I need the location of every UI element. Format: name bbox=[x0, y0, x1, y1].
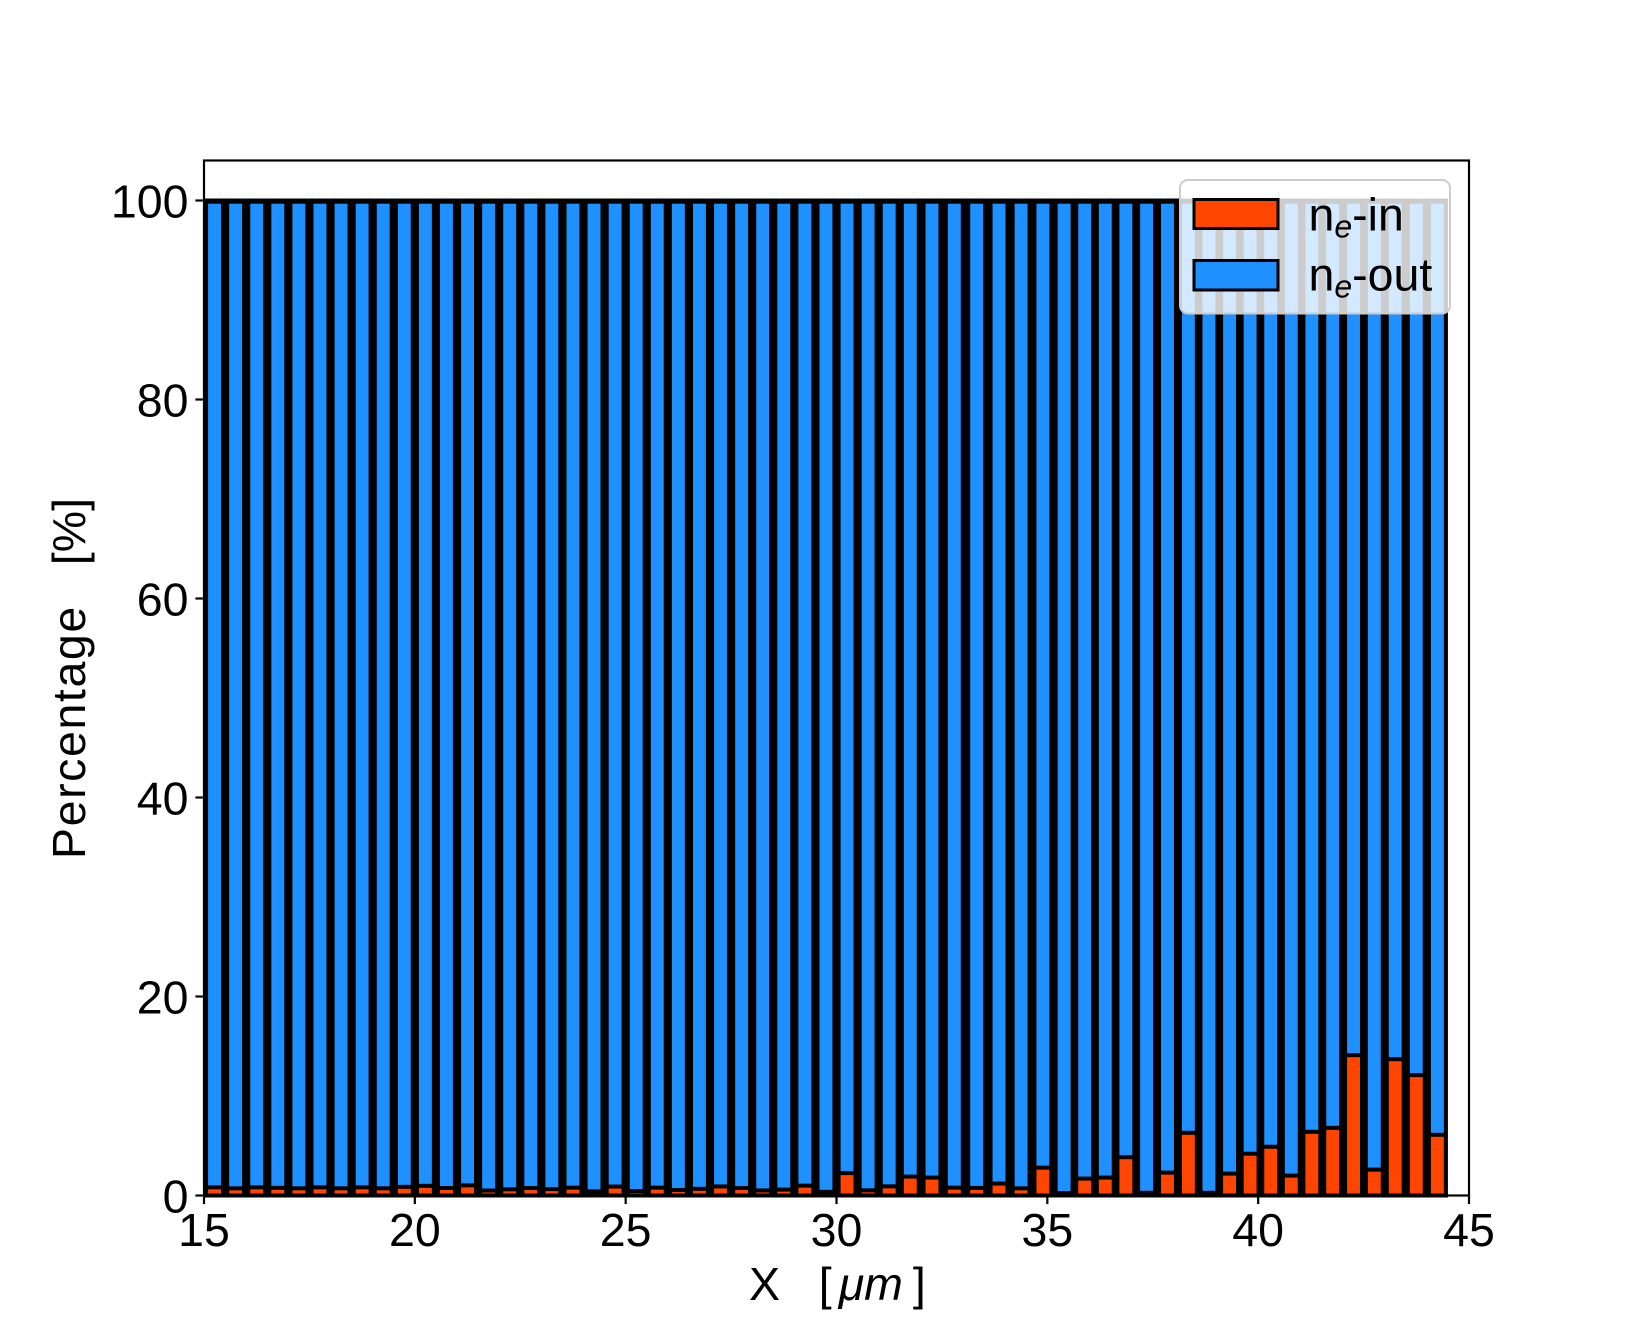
svg-text:0: 0 bbox=[163, 1171, 189, 1223]
svg-text:20: 20 bbox=[389, 1204, 441, 1256]
svg-text:45: 45 bbox=[1443, 1204, 1495, 1256]
svg-text:20: 20 bbox=[137, 972, 189, 1024]
svg-text:60: 60 bbox=[137, 574, 189, 626]
svg-text:ne-in: ne-in bbox=[1309, 189, 1404, 245]
svg-text:40: 40 bbox=[137, 773, 189, 825]
svg-text:ne-out: ne-out bbox=[1309, 249, 1433, 305]
svg-text:Percentage[%]: Percentage[%] bbox=[43, 498, 95, 859]
svg-text:30: 30 bbox=[811, 1204, 863, 1256]
svg-text:25: 25 bbox=[600, 1204, 652, 1256]
svg-text:100: 100 bbox=[111, 176, 189, 228]
svg-text:80: 80 bbox=[137, 375, 189, 427]
svg-text:35: 35 bbox=[1021, 1204, 1073, 1256]
svg-text:40: 40 bbox=[1232, 1204, 1284, 1256]
svg-text:15: 15 bbox=[178, 1204, 230, 1256]
